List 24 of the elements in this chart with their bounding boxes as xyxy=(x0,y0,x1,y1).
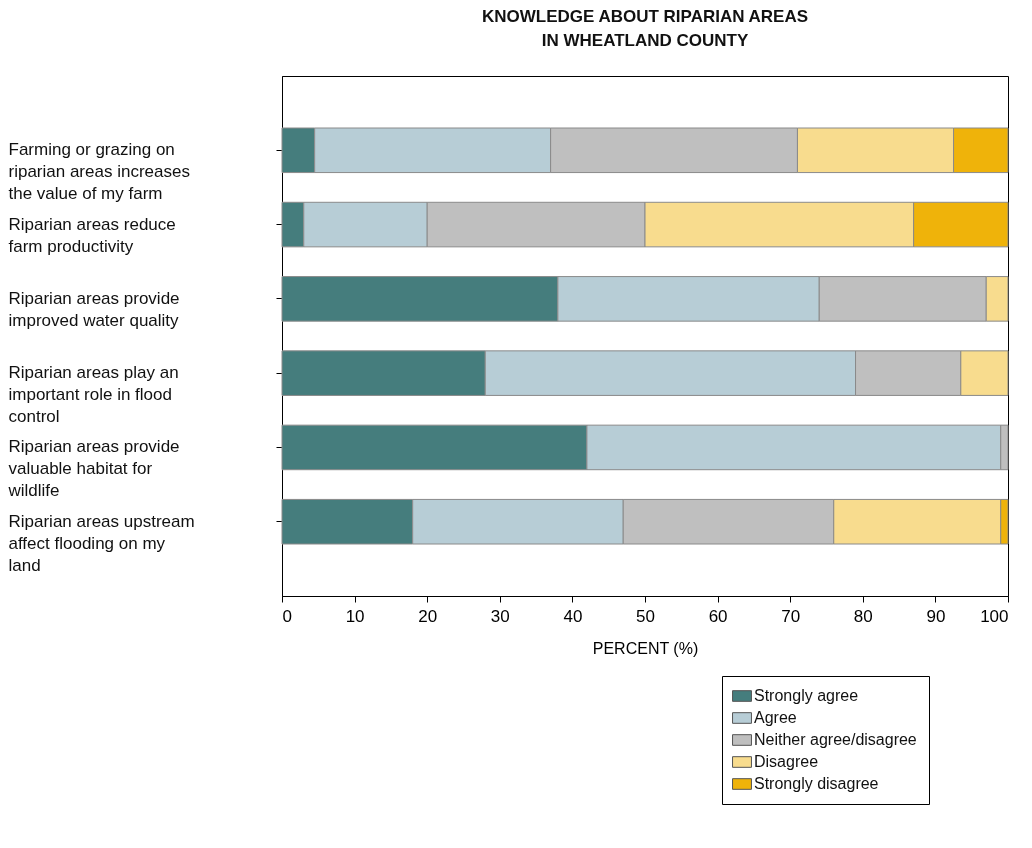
x-tick-label: 60 xyxy=(708,606,728,626)
legend-label: Strongly agree xyxy=(754,687,859,704)
legend-label: Disagree xyxy=(754,753,819,770)
x-tick-label: 10 xyxy=(345,606,365,626)
x-tick-label: 70 xyxy=(781,606,801,626)
legend-label: Strongly disagree xyxy=(754,775,879,792)
x-axis-title: PERCENT (%) xyxy=(592,639,699,657)
legend-label: Agree xyxy=(754,709,797,726)
y-tick-label: Riparian areas provide improved water quality xyxy=(8,288,180,330)
x-tick-label: 100 xyxy=(980,606,1009,626)
y-tick-label: Farming or grazing on riparian areas increases the value of my farm xyxy=(8,140,190,204)
legend-label: Neither agree/disagree xyxy=(754,731,917,748)
x-tick-label: 20 xyxy=(418,606,438,626)
x-tick-label: 90 xyxy=(926,606,946,626)
y-tick-label: Riparian areas upstream affect flooding on my land xyxy=(8,511,195,575)
y-tick-label: Riparian areas play an important role in flood control xyxy=(8,363,179,427)
x-tick-label: 0 xyxy=(282,606,292,626)
x-tick-label: 50 xyxy=(636,606,655,626)
y-tick-label: Riparian areas provide valuable habitat for wildlife xyxy=(7,437,180,501)
x-tick-label: 80 xyxy=(853,606,873,626)
y-tick-label: Riparian areas reduce farm productivity xyxy=(8,214,176,256)
x-tick-label: 40 xyxy=(563,606,583,626)
x-tick-label: 30 xyxy=(490,606,510,626)
chart-title: KNOWLEDGE ABOUT RIPARIAN AREAS IN WHEATLAND COUNTY xyxy=(481,7,809,50)
